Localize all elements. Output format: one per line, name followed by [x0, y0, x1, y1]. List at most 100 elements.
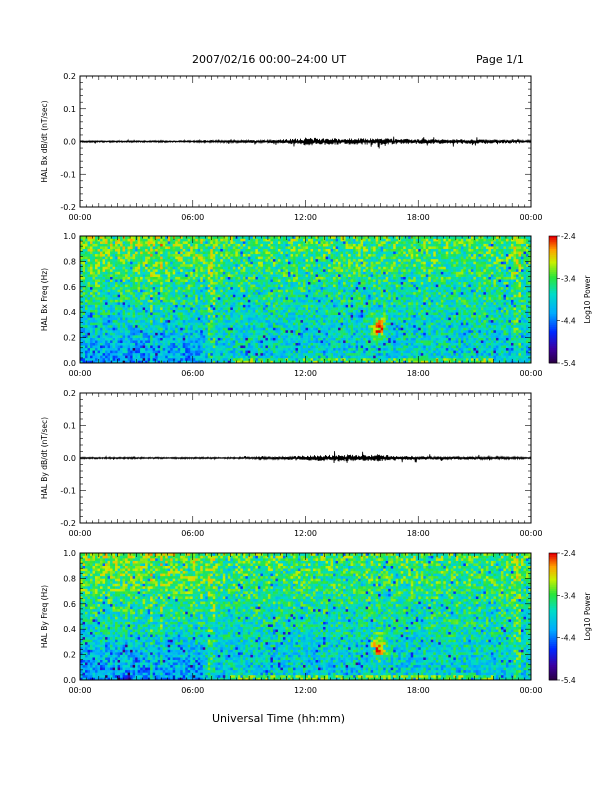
spectrogram-cell [127, 345, 131, 349]
spectrogram-cell [110, 294, 113, 298]
spectrogram-cell [157, 263, 161, 267]
spectrogram-cell [260, 337, 264, 341]
spectrogram-cell [165, 360, 168, 364]
spectrogram-cell [305, 345, 309, 349]
spectrogram-cell [127, 319, 131, 323]
spectrogram-cell [257, 256, 261, 260]
spectrogram-cell [252, 246, 256, 249]
spectrogram-cell [125, 307, 128, 310]
spectrogram-cell [95, 236, 98, 239]
spectrogram-cell [122, 355, 126, 359]
spectrogram-cell [292, 274, 296, 277]
spectrogram-cell [270, 304, 274, 308]
spectrogram-cell [105, 258, 108, 262]
spectrogram-cell [215, 309, 219, 313]
spectrogram-cell [318, 284, 321, 288]
spectrogram-cell [308, 329, 311, 333]
spectrogram-cell [308, 236, 311, 239]
spectrogram-cell [295, 352, 299, 356]
spectrogram-cell [175, 248, 179, 252]
spectrogram-cell [292, 238, 296, 242]
spectrogram-cell [308, 238, 311, 242]
spectrogram-cell [252, 258, 256, 262]
spectrogram-cell [210, 269, 214, 272]
spectrogram-cell [290, 337, 294, 341]
spectrogram-cell [207, 266, 211, 270]
spectrogram-cell [215, 314, 219, 318]
spectrogram-cell [257, 286, 261, 290]
spectrogram-cell [200, 314, 204, 318]
spectrogram-cell [308, 269, 311, 272]
spectrogram-cell [180, 317, 184, 321]
spectrogram-cell [217, 281, 221, 285]
spectrogram-cell [315, 312, 319, 316]
spectrogram-cell [92, 319, 96, 323]
spectrogram-cell [160, 276, 163, 280]
spectrogram-cell [105, 342, 108, 346]
spectrogram-cell [187, 296, 191, 300]
spectrogram-cell [305, 307, 309, 310]
spectrogram-cell [147, 340, 151, 343]
spectrogram-cell [302, 284, 306, 288]
spectrogram-cell [132, 350, 136, 354]
spectrogram-cell [105, 243, 108, 247]
spectrogram-cell [107, 248, 111, 252]
spectrogram-cell [180, 279, 184, 283]
spectrogram-cell [275, 332, 279, 336]
spectrogram-cell [275, 238, 279, 242]
spectrogram-cell [230, 281, 234, 285]
spectrogram-cell [197, 309, 201, 313]
spectrogram-cell [310, 327, 314, 331]
spectrogram-cell [270, 332, 274, 336]
spectrogram-cell [162, 279, 166, 283]
spectrogram-cell [235, 248, 239, 252]
spectrogram-cell [190, 274, 194, 277]
spectrogram-cell [222, 286, 226, 290]
spectrogram-cell [207, 294, 211, 298]
spectrogram-cell [222, 352, 226, 356]
spectrogram-cell [313, 243, 316, 247]
spectrogram-cell [177, 317, 181, 321]
spectrogram-cell [220, 289, 224, 293]
spectrogram-cell [120, 251, 123, 255]
spectrogram-cell [187, 299, 191, 303]
spectrogram-cell [140, 329, 143, 333]
spectrogram-cell [245, 276, 249, 280]
spectrogram-cell [202, 357, 206, 361]
spectrogram-cell [142, 352, 146, 356]
spectrogram-cell [165, 355, 168, 359]
spectrogram-cell [207, 304, 211, 308]
spectrogram-cell [105, 360, 108, 364]
spectrogram-cell [242, 322, 246, 326]
spectrogram-cell [262, 307, 266, 310]
spectrogram-cell [232, 319, 236, 323]
spectrogram-cell [162, 324, 166, 328]
spectrogram-cell [270, 309, 274, 313]
spectrogram-cell [112, 314, 116, 318]
spectrogram-cell [92, 299, 96, 303]
spectrogram-cell [212, 291, 216, 295]
spectrogram-cell [155, 302, 158, 305]
spectrogram-cell [235, 347, 239, 351]
spectrogram-cell [255, 281, 259, 285]
spectrogram-cell [175, 246, 179, 249]
spectrogram-cell [237, 258, 241, 262]
spectrogram-cell [255, 261, 259, 265]
spectrogram-cell [142, 357, 146, 361]
spectrogram-cell [247, 246, 251, 249]
spectrogram-cell [192, 266, 196, 270]
spectrogram-cell [85, 238, 88, 242]
spectrogram-cell [302, 335, 306, 338]
spectrogram-cell [202, 238, 206, 242]
spectrogram-cell [92, 314, 96, 318]
spectrogram-cell [267, 314, 271, 318]
spectrogram-cell [190, 253, 194, 257]
spectrogram-cell [240, 238, 244, 242]
spectrogram-cell [232, 317, 236, 321]
spectrogram-cell [305, 350, 309, 354]
spectrogram-cell [280, 261, 284, 265]
spectrogram-cell [308, 317, 311, 321]
spectrogram-cell [115, 360, 118, 364]
spectrogram-cell [145, 256, 148, 260]
spectrogram-cell [135, 342, 138, 346]
